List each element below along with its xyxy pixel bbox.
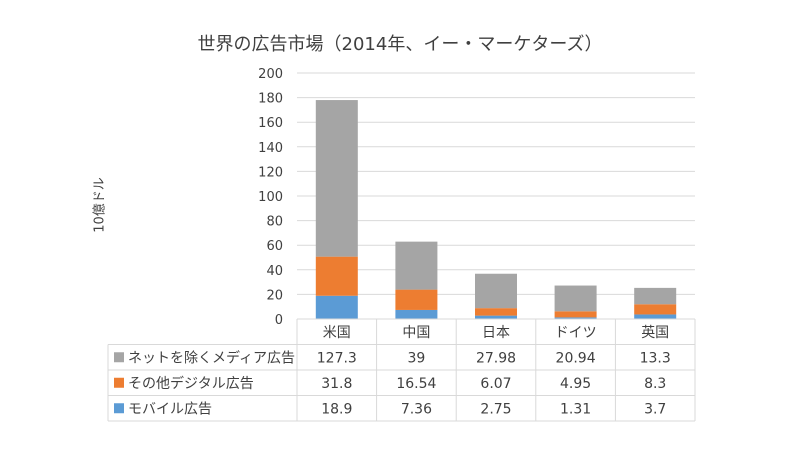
bar-segment [315,256,358,296]
y-tick-label: 20 [266,288,283,303]
data-label: 18.9 [321,401,352,417]
data-label: 6.07 [480,376,511,392]
bar-segment [475,308,517,316]
y-tick-label: 60 [266,239,283,254]
x-tick-label: 米国 [323,325,351,341]
x-tick-label: ドイツ [555,325,597,341]
data-label: 127.3 [317,350,357,366]
bar-segment [475,315,517,319]
bar-segment [554,317,597,319]
bar-segment [634,287,677,305]
legend-swatch [114,377,124,388]
y-tick-label: 80 [266,215,283,230]
data-label: 4.95 [560,376,591,392]
y-tick-label: 100 [258,190,283,205]
y-tick-label: 120 [258,165,283,180]
bar-segment [554,311,597,318]
data-label: 8.3 [644,376,666,392]
bar-segment [634,304,677,315]
bar-segment [315,295,358,319]
y-tick-label: 180 [258,92,283,107]
bar-segment [315,100,358,257]
chart-title: 世界の広告市場（2014年、イー・マーケターズ） [197,34,603,55]
data-label: 20.94 [556,350,596,366]
data-label: 31.8 [321,376,352,392]
legend-label: その他デジタル広告 [128,375,254,392]
y-tick-label: 200 [258,67,283,82]
data-label: 2.75 [480,401,511,417]
data-label: 13.3 [640,350,671,366]
x-tick-label: 英国 [641,324,669,341]
bar-segment [475,273,517,309]
legend-label: モバイル広告 [128,401,212,417]
y-tick-label: 0 [275,313,283,328]
bar-segment [554,285,597,312]
legend-swatch [114,403,124,414]
bar-segment [395,289,438,310]
y-tick-label: 40 [266,264,283,279]
y-tick-label: 160 [258,116,283,131]
bar-segment [395,241,438,290]
x-tick-label: 中国 [402,325,430,341]
data-label: 16.54 [396,376,436,392]
x-tick-label: 日本 [482,325,510,341]
data-label: 27.98 [476,350,516,366]
legend-label: ネットを除くメディア広告 [128,349,295,366]
bar-segment [395,309,438,319]
data-label: 39 [407,350,425,366]
data-label: 3.7 [644,401,666,417]
data-label: 7.36 [401,401,432,417]
legend-swatch [114,352,124,363]
data-label: 1.31 [560,401,591,417]
bar-segment [634,314,677,319]
y-tick-label: 140 [258,141,283,156]
